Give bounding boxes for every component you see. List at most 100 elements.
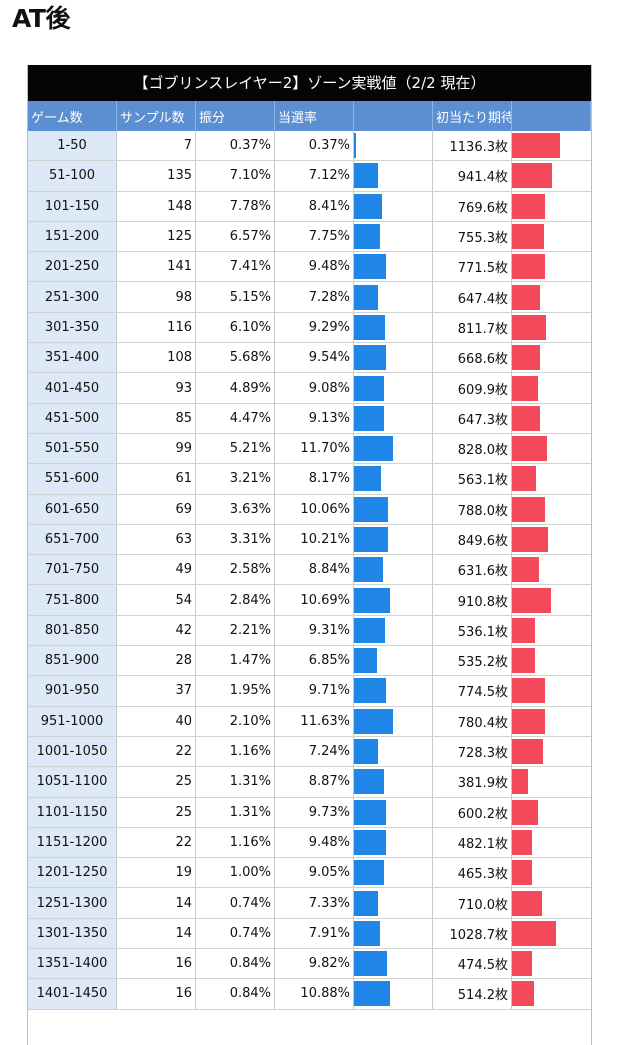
expected-medals-bar-cell — [512, 404, 591, 433]
game-range-cell: 551-600 — [28, 464, 117, 494]
table-row: 501-550 99 5.21% 11.70% 828.0枚 — [28, 433, 591, 465]
sample-count-cell: 69 — [117, 494, 196, 524]
distribution-cell: 1.16% — [196, 827, 275, 858]
header-rate-bar — [354, 101, 433, 131]
win-rate-bar-cell — [354, 918, 433, 949]
win-rate-bar-cell — [354, 494, 433, 524]
expected-medals-bar — [512, 193, 545, 219]
sample-count-cell: 16 — [117, 949, 196, 979]
game-range-cell: 401-450 — [28, 373, 117, 403]
win-rate-cell: 8.17% — [275, 464, 354, 494]
win-rate-bar — [354, 527, 389, 552]
sample-count-cell: 16 — [117, 979, 196, 1009]
distribution-cell: 5.21% — [196, 433, 275, 464]
win-rate-cell: 7.33% — [275, 888, 354, 918]
expected-medals-bar-cell — [512, 313, 591, 342]
distribution-cell: 1.47% — [196, 646, 275, 676]
game-range-cell: 1251-1300 — [28, 888, 117, 918]
expected-medals-bar-cell — [512, 585, 591, 614]
expected-medals-bar-cell — [512, 828, 591, 857]
distribution-cell: 0.74% — [196, 918, 275, 949]
win-rate-cell: 9.71% — [275, 676, 354, 706]
header-distribution: 振分 — [196, 101, 275, 131]
expected-medals-cell: 631.6枚 — [433, 555, 512, 585]
win-rate-cell: 7.24% — [275, 736, 354, 767]
win-rate-bar-cell — [354, 343, 433, 373]
sample-count-cell: 54 — [117, 585, 196, 615]
expected-medals-bar-cell — [512, 737, 591, 766]
win-rate-bar — [354, 284, 379, 310]
table-row: 51-100 135 7.10% 7.12% 941.4枚 — [28, 161, 591, 192]
distribution-cell: 3.63% — [196, 494, 275, 524]
win-rate-bar — [354, 133, 356, 159]
expected-medals-bar — [512, 345, 541, 371]
win-rate-bar-cell — [354, 706, 433, 736]
expected-medals-cell: 381.9枚 — [433, 767, 512, 797]
table-row: 951-1000 40 2.10% 11.63% 780.4枚 — [28, 706, 591, 737]
expected-medals-bar — [512, 496, 546, 522]
table-row: 1301-1350 14 0.74% 7.91% 1028.7枚 — [28, 918, 591, 950]
expected-medals-bar-cell — [512, 767, 591, 796]
distribution-cell: 0.37% — [196, 131, 275, 161]
sample-count-cell: 14 — [117, 918, 196, 949]
expected-medals-cell: 482.1枚 — [433, 827, 512, 858]
game-range-cell: 1-50 — [28, 131, 117, 161]
header-expected-bar — [512, 101, 591, 131]
game-range-cell: 601-650 — [28, 494, 117, 524]
win-rate-cell: 11.63% — [275, 706, 354, 736]
win-rate-bar — [354, 496, 388, 522]
win-rate-bar — [354, 314, 385, 340]
win-rate-cell: 9.31% — [275, 615, 354, 646]
game-range-cell: 1351-1400 — [28, 949, 117, 979]
expected-medals-cell: 647.3枚 — [433, 403, 512, 433]
sample-count-cell: 116 — [117, 312, 196, 343]
win-rate-bar-cell — [354, 252, 433, 282]
expected-medals-cell: 774.5枚 — [433, 676, 512, 706]
sample-count-cell: 49 — [117, 555, 196, 585]
game-range-cell: 1301-1350 — [28, 918, 117, 949]
expected-medals-bar — [512, 920, 556, 946]
win-rate-cell: 7.12% — [275, 161, 354, 191]
expected-medals-bar-cell — [512, 525, 591, 554]
expected-medals-bar-cell — [512, 919, 591, 948]
distribution-cell: 1.00% — [196, 858, 275, 888]
distribution-cell: 2.58% — [196, 555, 275, 585]
expected-medals-bar — [512, 617, 535, 643]
table-row: 1101-1150 25 1.31% 9.73% 600.2枚 — [28, 797, 591, 828]
sample-count-cell: 25 — [117, 767, 196, 797]
win-rate-bar-cell — [354, 221, 433, 252]
distribution-cell: 1.16% — [196, 736, 275, 767]
expected-medals-bar-cell — [512, 707, 591, 736]
expected-medals-bar — [512, 678, 545, 704]
win-rate-cell: 9.48% — [275, 827, 354, 858]
table-row: 1201-1250 19 1.00% 9.05% 465.3枚 — [28, 858, 591, 889]
sample-count-cell: 148 — [117, 191, 196, 221]
expected-medals-cell: 1028.7枚 — [433, 918, 512, 949]
win-rate-bar-cell — [354, 312, 433, 343]
distribution-cell: 6.57% — [196, 221, 275, 252]
win-rate-bar-cell — [354, 979, 433, 1009]
game-range-cell: 201-250 — [28, 252, 117, 282]
expected-medals-bar-cell — [512, 131, 591, 160]
win-rate-bar-cell — [354, 433, 433, 464]
expected-medals-cell: 535.2枚 — [433, 646, 512, 676]
expected-medals-cell: 536.1枚 — [433, 615, 512, 646]
win-rate-bar-cell — [354, 373, 433, 403]
table-row: 801-850 42 2.21% 9.31% 536.1枚 — [28, 615, 591, 647]
expected-medals-bar-cell — [512, 616, 591, 645]
expected-medals-bar — [512, 314, 547, 340]
expected-medals-bar — [512, 648, 535, 674]
game-range-cell: 751-800 — [28, 585, 117, 615]
expected-medals-cell: 474.5枚 — [433, 949, 512, 979]
table-row: 251-300 98 5.15% 7.28% 647.4枚 — [28, 282, 591, 313]
expected-medals-bar-cell — [512, 373, 591, 402]
game-range-cell: 301-350 — [28, 312, 117, 343]
game-range-cell: 101-150 — [28, 191, 117, 221]
expected-medals-cell: 811.7枚 — [433, 312, 512, 343]
game-range-cell: 451-500 — [28, 403, 117, 433]
game-range-cell: 351-400 — [28, 343, 117, 373]
win-rate-bar-cell — [354, 403, 433, 433]
table-row: 1001-1050 22 1.16% 7.24% 728.3枚 — [28, 736, 591, 768]
table-row: 901-950 37 1.95% 9.71% 774.5枚 — [28, 676, 591, 707]
sample-count-cell: 141 — [117, 252, 196, 282]
